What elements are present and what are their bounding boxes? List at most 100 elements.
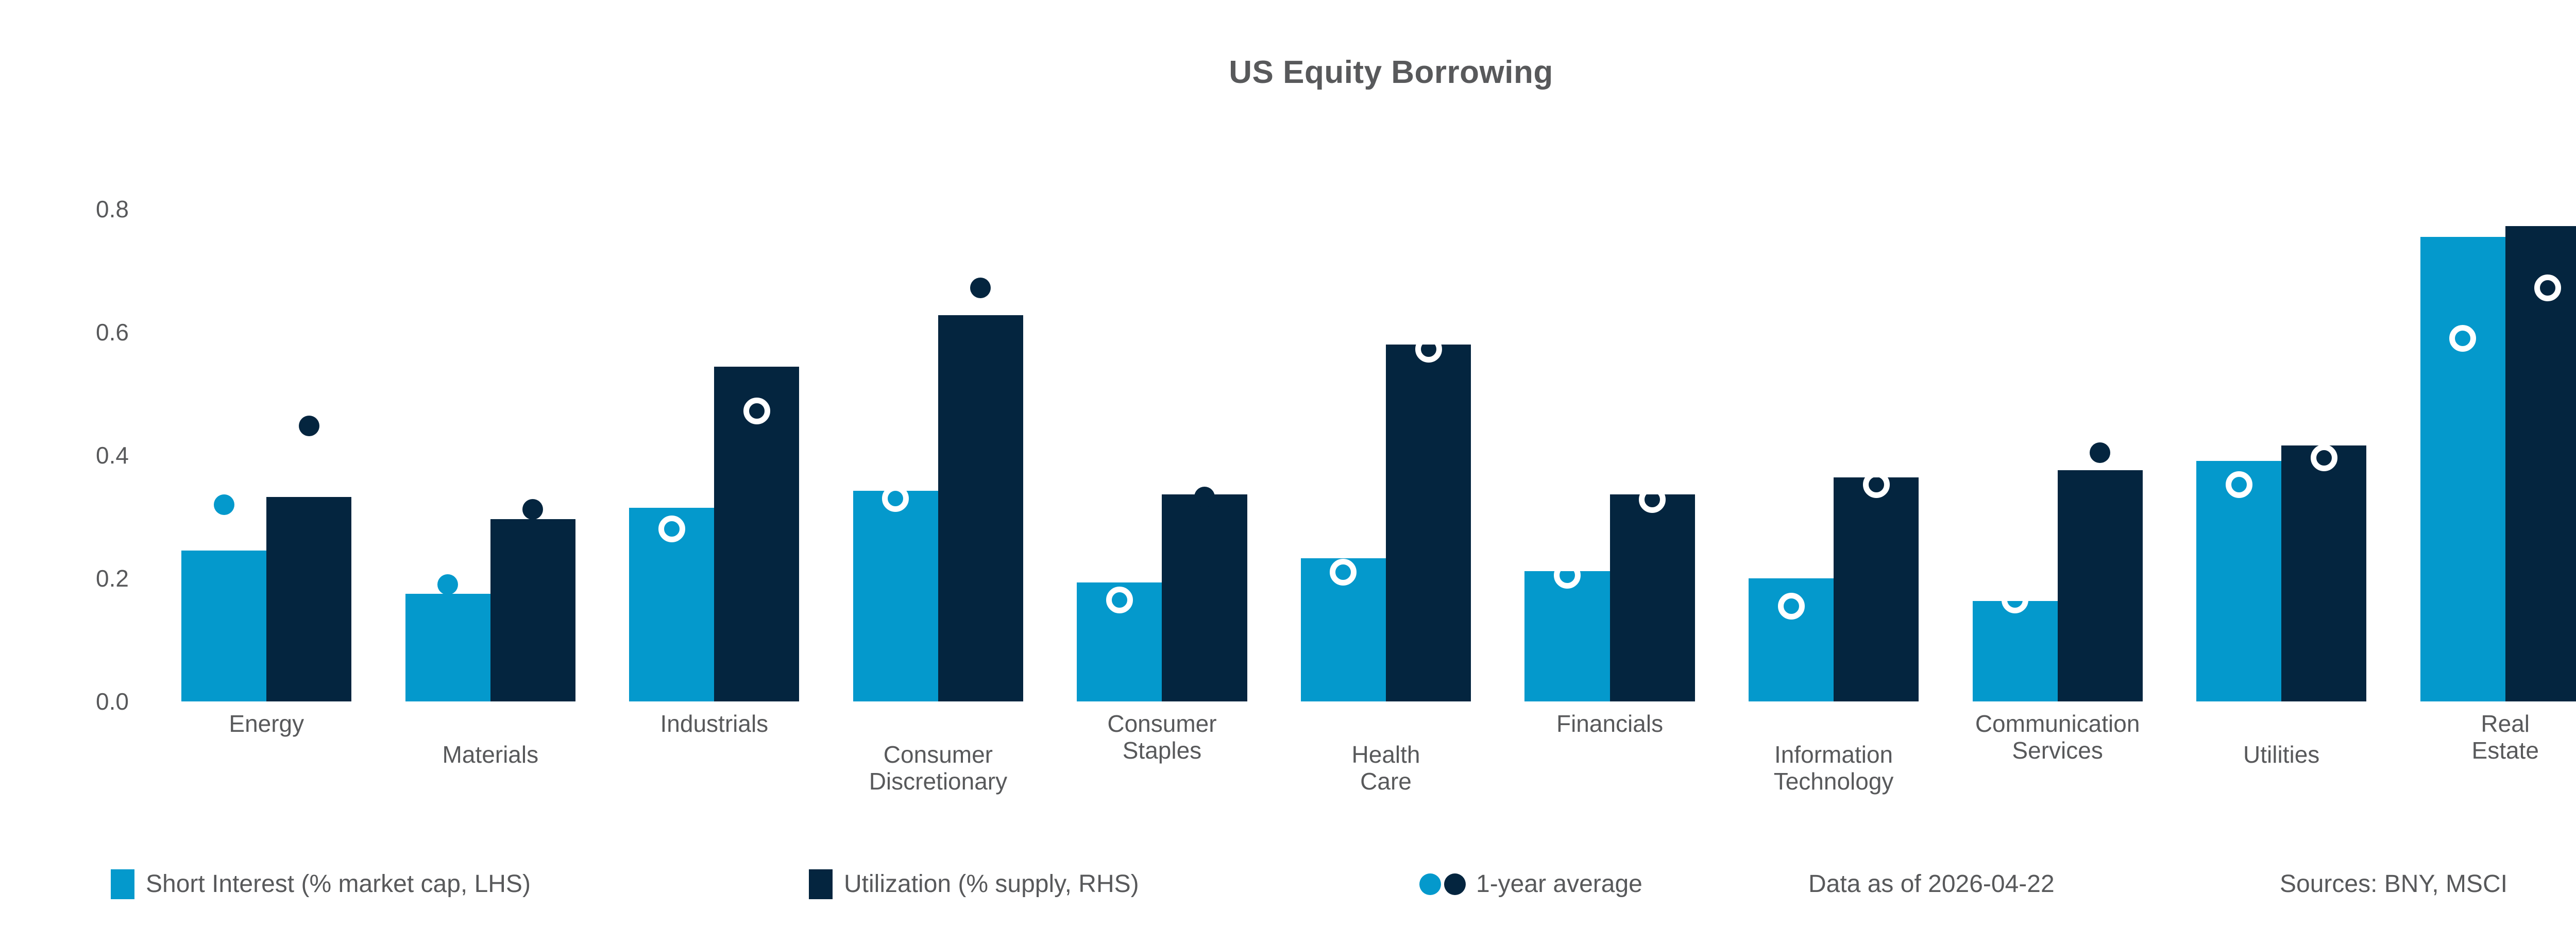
y-axis-left-tick: 0.6 <box>96 319 129 346</box>
sources-text: Sources: BNY, MSCI <box>2280 870 2507 898</box>
utilization-swatch-icon <box>809 869 833 899</box>
x-axis-category-line: Financials <box>1556 710 1664 737</box>
x-axis-category-line: Consumer <box>883 741 993 768</box>
bar-group <box>1300 209 1471 701</box>
x-axis-category-label: Financials <box>1556 710 1664 737</box>
x-axis-category-label: Consumer Staples <box>1107 710 1217 764</box>
average-marker-utilization <box>1639 486 1666 513</box>
average-marker-utilization <box>2534 274 2562 301</box>
bar-group <box>2196 209 2367 701</box>
bar-utilization[interactable] <box>1162 494 1247 701</box>
y-axis-left-tick: 0.0 <box>96 688 129 715</box>
average-marker-utilization <box>298 415 319 436</box>
average-marker-short-interest <box>437 574 459 595</box>
x-axis-category-line: Staples <box>1122 736 1202 764</box>
bar-group <box>1748 209 1919 701</box>
bar-utilization[interactable] <box>2281 445 2367 701</box>
plot-area <box>155 209 2576 701</box>
x-axis-category-line: Estate <box>2471 736 2539 764</box>
legend-item-utilization[interactable]: Utilization (% supply, RHS) <box>809 861 1139 907</box>
average-dot-rhs-icon <box>1444 873 1466 895</box>
legend-label-utilization: Utilization (% supply, RHS) <box>844 870 1139 898</box>
bar-group <box>853 209 1024 701</box>
average-dots-icon <box>1419 873 1466 895</box>
average-marker-utilization <box>2090 442 2111 464</box>
y-axis-left-tick: 0.4 <box>96 442 129 469</box>
x-axis-category-line: Discretionary <box>869 767 1008 795</box>
average-marker-utilization <box>1415 336 1442 363</box>
bar-group <box>405 209 575 701</box>
legend-label-short-interest: Short Interest (% market cap, LHS) <box>146 870 531 898</box>
bar-utilization[interactable] <box>2505 226 2576 701</box>
average-marker-utilization <box>743 397 770 424</box>
average-marker-short-interest <box>1330 559 1357 586</box>
average-marker-utilization <box>1194 487 1215 508</box>
average-marker-short-interest <box>213 494 234 515</box>
average-marker-utilization <box>970 277 991 298</box>
x-axis-category-label: Utilities <box>2243 741 2320 768</box>
legend-item-average[interactable]: 1-year average <box>1419 861 1642 907</box>
bar-group <box>1524 209 1695 701</box>
x-axis-category-line: Energy <box>229 710 304 737</box>
bar-short-interest[interactable] <box>2196 460 2282 701</box>
bar-group <box>1972 209 2143 701</box>
bar-group <box>629 209 800 701</box>
data-asof-note: Data as of 2026-04-22 <box>1808 861 2055 907</box>
bar-short-interest[interactable] <box>2420 236 2505 701</box>
bar-short-interest[interactable] <box>181 551 267 701</box>
x-axis-category-label: Energy <box>229 710 304 737</box>
x-axis-category-line: Industrials <box>660 710 769 737</box>
bar-utilization[interactable] <box>1385 344 1471 701</box>
x-axis-category-label: Communication Services <box>1975 710 2140 764</box>
bar-utilization[interactable] <box>1609 494 1695 701</box>
x-axis-category-line: Health <box>1351 741 1420 768</box>
bar-short-interest[interactable] <box>1972 601 2058 701</box>
bar-utilization[interactable] <box>938 315 1024 701</box>
average-marker-short-interest <box>882 485 909 512</box>
chart-title: US Equity Borrowing <box>1229 55 1553 90</box>
x-axis-category-line: Utilities <box>2243 741 2320 768</box>
x-axis-category-line: Materials <box>442 741 539 768</box>
average-marker-utilization <box>522 499 544 520</box>
x-axis-category-label: Industrials <box>660 710 769 737</box>
legend-label-average: 1-year average <box>1476 870 1642 898</box>
average-marker-short-interest <box>1553 562 1581 589</box>
average-marker-utilization <box>2310 444 2337 471</box>
bar-utilization[interactable] <box>1834 477 1919 701</box>
x-axis-category-line: Real <box>2481 710 2530 737</box>
bar-group <box>181 209 352 701</box>
average-marker-short-interest <box>1777 592 1805 620</box>
legend-item-short-interest[interactable]: Short Interest (% market cap, LHS) <box>111 861 531 907</box>
y-axis-left-tick: 0.2 <box>96 565 129 592</box>
average-marker-short-interest <box>1106 586 1133 613</box>
average-marker-short-interest <box>658 516 685 543</box>
average-marker-short-interest <box>2225 471 2252 499</box>
bar-short-interest[interactable] <box>405 593 490 701</box>
sources-note: Sources: BNY, MSCI <box>2280 861 2507 907</box>
x-axis-category-line: Services <box>2012 736 2103 764</box>
bar-utilization[interactable] <box>2057 470 2143 701</box>
bar-group <box>2420 209 2576 701</box>
bar-group <box>1077 209 1247 701</box>
average-dot-lhs-icon <box>1419 873 1441 895</box>
average-marker-short-interest <box>2449 324 2477 352</box>
average-marker-short-interest <box>2002 586 2029 613</box>
bar-short-interest[interactable] <box>853 491 938 701</box>
chart-legend: Short Interest (% market cap, LHS) Utili… <box>0 861 2576 913</box>
bar-utilization[interactable] <box>490 519 575 701</box>
bar-short-interest[interactable] <box>1524 571 1610 701</box>
x-axis-category-label: Consumer Discretionary <box>869 741 1008 795</box>
bar-utilization[interactable] <box>266 497 352 701</box>
x-axis-category-line: Technology <box>1773 767 1894 795</box>
x-axis-category-line: Care <box>1360 767 1412 795</box>
x-axis-category-line: Information <box>1774 741 1893 768</box>
x-axis-category-line: Communication <box>1975 710 2140 737</box>
average-marker-utilization <box>1862 471 1890 499</box>
data-asof-text: Data as of 2026-04-22 <box>1808 870 2055 898</box>
x-axis-category-label: Real Estate <box>2471 710 2539 764</box>
x-axis-category-label: Health Care <box>1351 741 1420 795</box>
x-axis-category-line: Consumer <box>1107 710 1217 737</box>
y-axis-left-tick: 0.8 <box>96 196 129 222</box>
x-axis-category-label: Information Technology <box>1773 741 1894 795</box>
